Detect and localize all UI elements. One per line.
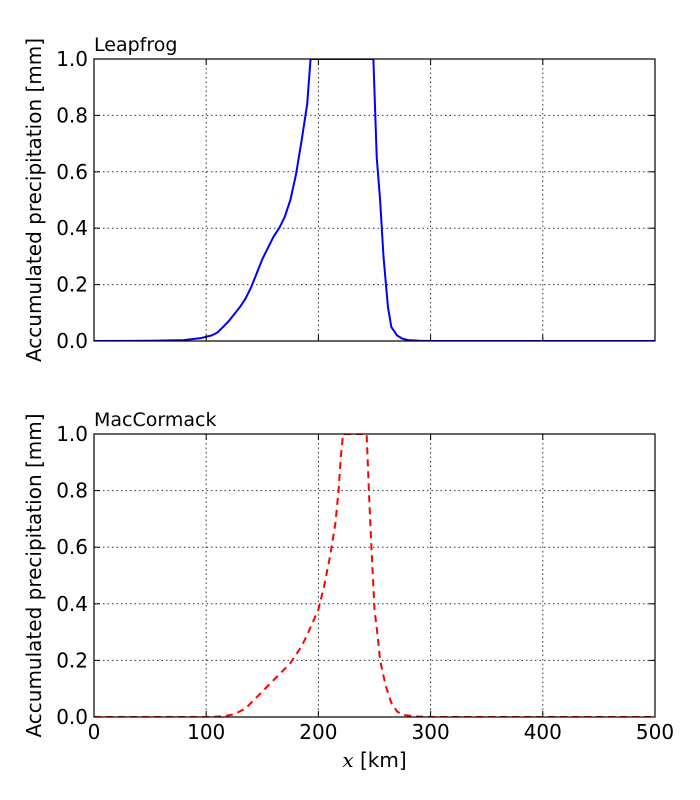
series-line [94,434,655,717]
panel-2: 0.0 0.2 0.4 0.6 0.8 1.0 0 100 200 300 400 500 MacCor… [22,409,674,772]
panel-1: 0.0 0.2 0.4 0.6 0.8 1.0 Leapfrog Accumulated pr… [22,34,656,362]
y-tick-label: 0.0 [56,705,88,729]
y-tick-label: 0.2 [56,273,88,297]
x-tick-label: 200 [299,720,337,744]
y-tick-label: 0.2 [56,648,88,672]
y-tick-label: 0.4 [56,216,88,240]
y-tick-label: 0.8 [56,103,88,127]
y-tick-label: 1.0 [56,422,88,446]
x-tick-label: 400 [524,720,562,744]
y-tick-label: 0.6 [56,160,88,184]
y-tick-label: 0.0 [56,329,88,353]
y-axis-label: Accumulated precipitation [mm] [22,413,46,737]
panel-title: MacCormack [94,409,216,431]
x-axis-unit: [km] [354,748,407,772]
y-tick-label: 1.0 [56,47,88,71]
y-tick-label: 0.8 [56,479,88,503]
y-tick-label: 0.6 [56,535,88,559]
x-axis-variable: x [342,748,353,772]
y-axis-label: Accumulated precipitation [mm] [22,38,46,362]
panel-title: Leapfrog [94,34,177,56]
x-axis-label: x [km] [342,748,406,772]
y-tick-label: 0.4 [56,592,88,616]
x-tick-label: 300 [412,720,450,744]
plot-frame [93,433,656,718]
plot-frame [93,58,656,342]
x-tick-label: 0 [88,720,101,744]
series-line [94,59,655,341]
x-tick-label: 500 [636,720,674,744]
x-tick-label: 100 [187,720,225,744]
